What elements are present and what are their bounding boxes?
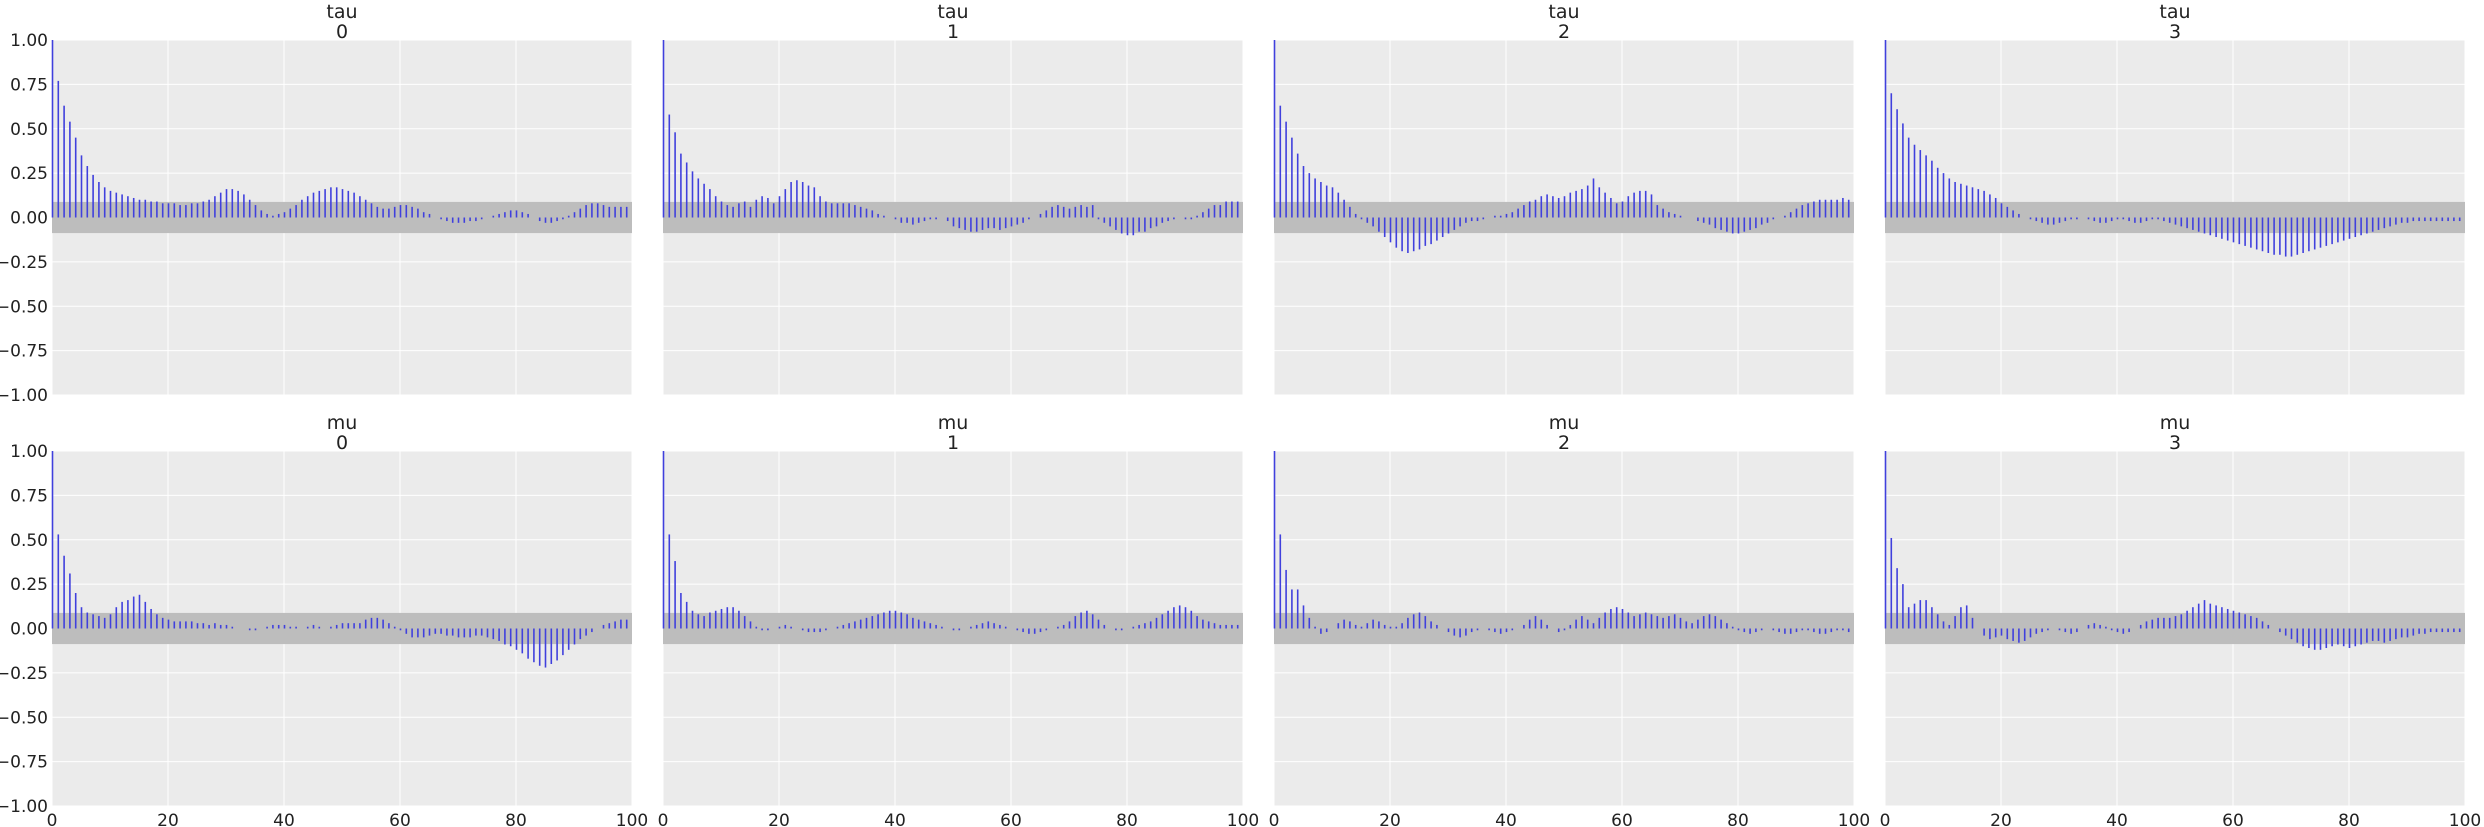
y-tick-label: −0.25 bbox=[0, 664, 48, 684]
x-tick-label: 20 bbox=[1379, 811, 1401, 827]
y-tick-label: −1.00 bbox=[0, 386, 48, 406]
x-tick-label: 60 bbox=[1000, 811, 1022, 827]
x-tick-label: 20 bbox=[1990, 811, 2012, 827]
y-tick-label: −0.50 bbox=[0, 297, 48, 317]
y-tick-label: 0.50 bbox=[10, 531, 48, 551]
panel-title-index: 2 bbox=[1558, 21, 1570, 43]
y-tick-label: 0.00 bbox=[10, 209, 48, 229]
panel-title-variable: tau bbox=[2159, 1, 2190, 23]
panel-title-variable: mu bbox=[1549, 412, 1580, 434]
y-tick-label: 0.75 bbox=[10, 486, 48, 506]
y-tick-label: 0.00 bbox=[10, 620, 48, 640]
y-tick-label: −0.75 bbox=[0, 342, 48, 362]
panel-title-index: 0 bbox=[336, 432, 348, 454]
y-tick-label: 0.25 bbox=[10, 575, 48, 595]
x-tick-label: 0 bbox=[1269, 811, 1280, 827]
y-tick-label: −0.25 bbox=[0, 253, 48, 273]
x-tick-label: 40 bbox=[884, 811, 906, 827]
x-tick-label: 60 bbox=[2222, 811, 2244, 827]
x-tick-label: 60 bbox=[389, 811, 411, 827]
x-tick-label: 40 bbox=[273, 811, 295, 827]
x-tick-label: 40 bbox=[2106, 811, 2128, 827]
y-tick-label: −0.75 bbox=[0, 753, 48, 773]
x-tick-label: 100 bbox=[2449, 811, 2481, 827]
autocorr-panel-mu-1: mu1 0 20 40 60 80 100 bbox=[658, 412, 1260, 827]
x-tick-label: 80 bbox=[1727, 811, 1749, 827]
x-tick-label: 80 bbox=[505, 811, 527, 827]
x-tick-label: 100 bbox=[1227, 811, 1259, 827]
panel-title-variable: mu bbox=[2160, 412, 2191, 434]
panel-title-variable: tau bbox=[937, 1, 968, 23]
autocorr-panel-mu-0: mu01.000.750.500.250.00−0.25−0.50−0.75−1… bbox=[0, 412, 648, 827]
x-tick-label: 0 bbox=[658, 811, 669, 827]
panel-title-index: 1 bbox=[947, 432, 959, 454]
y-tick-label: −1.00 bbox=[0, 797, 48, 817]
x-tick-label: 0 bbox=[47, 811, 58, 827]
panel-title-variable: tau bbox=[326, 1, 357, 23]
panel-title-variable: mu bbox=[327, 412, 358, 434]
panel-title-variable: mu bbox=[938, 412, 969, 434]
x-tick-label: 0 bbox=[1880, 811, 1891, 827]
y-tick-label: 0.25 bbox=[10, 164, 48, 184]
y-tick-label: 0.50 bbox=[10, 120, 48, 140]
autocorr-panel-mu-3: mu3 0 20 40 60 80 100 bbox=[1880, 412, 2482, 827]
x-tick-label: 20 bbox=[157, 811, 179, 827]
panel-title-variable: tau bbox=[1548, 1, 1579, 23]
y-tick-label: −0.50 bbox=[0, 708, 48, 728]
y-tick-label: 1.00 bbox=[10, 31, 48, 51]
x-tick-label: 60 bbox=[1611, 811, 1633, 827]
panel-title-index: 3 bbox=[2169, 21, 2181, 43]
panel-title-index: 1 bbox=[947, 21, 959, 43]
x-tick-label: 80 bbox=[1116, 811, 1138, 827]
x-tick-label: 100 bbox=[616, 811, 648, 827]
panel-title-index: 3 bbox=[2169, 432, 2181, 454]
panel-title-index: 0 bbox=[336, 21, 348, 43]
x-tick-label: 80 bbox=[2338, 811, 2360, 827]
x-tick-label: 100 bbox=[1838, 811, 1870, 827]
y-tick-label: 1.00 bbox=[10, 442, 48, 462]
y-tick-label: 0.75 bbox=[10, 75, 48, 95]
x-tick-label: 20 bbox=[768, 811, 790, 827]
x-tick-label: 40 bbox=[1495, 811, 1517, 827]
panel-title-index: 2 bbox=[1558, 432, 1570, 454]
